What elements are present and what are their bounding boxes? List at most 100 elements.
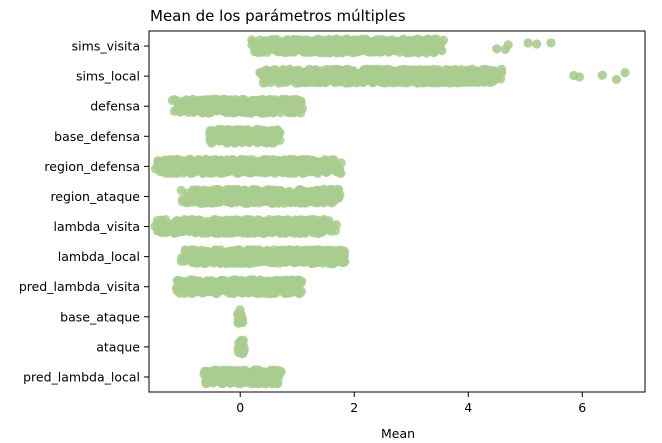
data-point xyxy=(438,35,449,45)
data-point xyxy=(168,155,178,165)
data-point xyxy=(294,289,304,299)
data-point xyxy=(283,215,293,225)
data-point-outlier xyxy=(532,39,542,49)
data-point xyxy=(156,215,166,225)
data-point xyxy=(195,95,205,105)
data-point xyxy=(315,163,325,173)
data-point xyxy=(300,253,311,263)
data-point-outlier xyxy=(611,74,622,84)
data-point xyxy=(318,253,328,263)
data-point xyxy=(244,166,254,176)
data-point-outlier xyxy=(546,38,556,48)
data-point xyxy=(207,132,217,142)
data-point xyxy=(270,215,280,225)
data-point xyxy=(323,69,333,79)
data-point xyxy=(282,35,292,45)
data-point xyxy=(196,219,206,229)
data-point-outlier xyxy=(523,38,533,48)
data-point xyxy=(320,225,330,235)
data-point xyxy=(176,97,186,107)
data-point xyxy=(243,129,253,139)
data-point xyxy=(282,164,292,174)
data-point xyxy=(281,288,291,299)
data-point xyxy=(340,78,350,88)
data-point xyxy=(302,77,312,87)
data-point xyxy=(233,248,243,258)
data-point xyxy=(327,256,337,266)
data-point xyxy=(221,227,231,237)
data-point xyxy=(165,222,175,232)
data-point xyxy=(207,192,217,202)
data-point xyxy=(292,277,302,288)
data-point xyxy=(371,37,381,47)
data-point xyxy=(299,186,309,196)
data-point xyxy=(197,107,207,117)
data-point xyxy=(488,68,498,78)
data-point xyxy=(413,77,423,87)
data-point xyxy=(219,196,229,206)
data-point xyxy=(250,101,260,111)
data-point xyxy=(254,198,264,208)
data-point xyxy=(254,245,264,255)
data-point xyxy=(187,221,197,231)
data-point xyxy=(270,288,280,298)
data-point xyxy=(254,215,264,225)
data-point xyxy=(236,157,247,167)
data-point xyxy=(220,257,231,267)
data-point xyxy=(225,276,236,286)
data-point xyxy=(274,46,284,56)
data-point xyxy=(357,69,367,80)
data-point xyxy=(340,257,350,267)
data-point xyxy=(158,165,169,176)
data-point xyxy=(189,196,200,207)
data-point xyxy=(264,129,274,139)
data-point xyxy=(272,155,282,166)
data-point xyxy=(272,248,282,258)
data-point xyxy=(266,197,276,207)
data-point xyxy=(183,285,193,296)
data-point xyxy=(263,155,274,165)
data-point xyxy=(366,65,376,76)
points-layer xyxy=(150,34,630,389)
data-point xyxy=(308,228,318,238)
data-point xyxy=(332,166,342,177)
data-point xyxy=(314,74,324,84)
data-point xyxy=(323,187,333,197)
data-point xyxy=(183,253,193,263)
data-point xyxy=(185,154,196,164)
data-point xyxy=(296,163,306,173)
data-point xyxy=(246,108,256,118)
data-point xyxy=(261,101,271,111)
data-point xyxy=(229,158,239,169)
data-point xyxy=(439,75,450,85)
data-point xyxy=(300,69,310,79)
data-point xyxy=(377,77,387,87)
data-point xyxy=(429,70,439,80)
data-point xyxy=(288,45,299,55)
data-point xyxy=(271,126,282,136)
data-point xyxy=(496,64,507,74)
data-point xyxy=(173,276,183,286)
data-point xyxy=(203,100,214,111)
data-point xyxy=(284,276,294,286)
data-point xyxy=(280,228,291,239)
data-point xyxy=(346,66,356,76)
data-point xyxy=(213,102,223,112)
data-point xyxy=(238,335,248,345)
data-point xyxy=(335,44,346,54)
data-point xyxy=(283,100,294,110)
data-point xyxy=(267,69,278,79)
data-point xyxy=(306,193,316,203)
data-point xyxy=(211,246,221,256)
data-point xyxy=(249,39,259,49)
data-point xyxy=(315,47,325,58)
data-point xyxy=(319,216,330,227)
data-point xyxy=(192,246,203,256)
data-point xyxy=(262,136,272,146)
data-point xyxy=(262,40,273,50)
data-point xyxy=(243,157,253,167)
data-point xyxy=(271,191,281,201)
data-point xyxy=(333,184,343,195)
data-point xyxy=(272,224,283,234)
